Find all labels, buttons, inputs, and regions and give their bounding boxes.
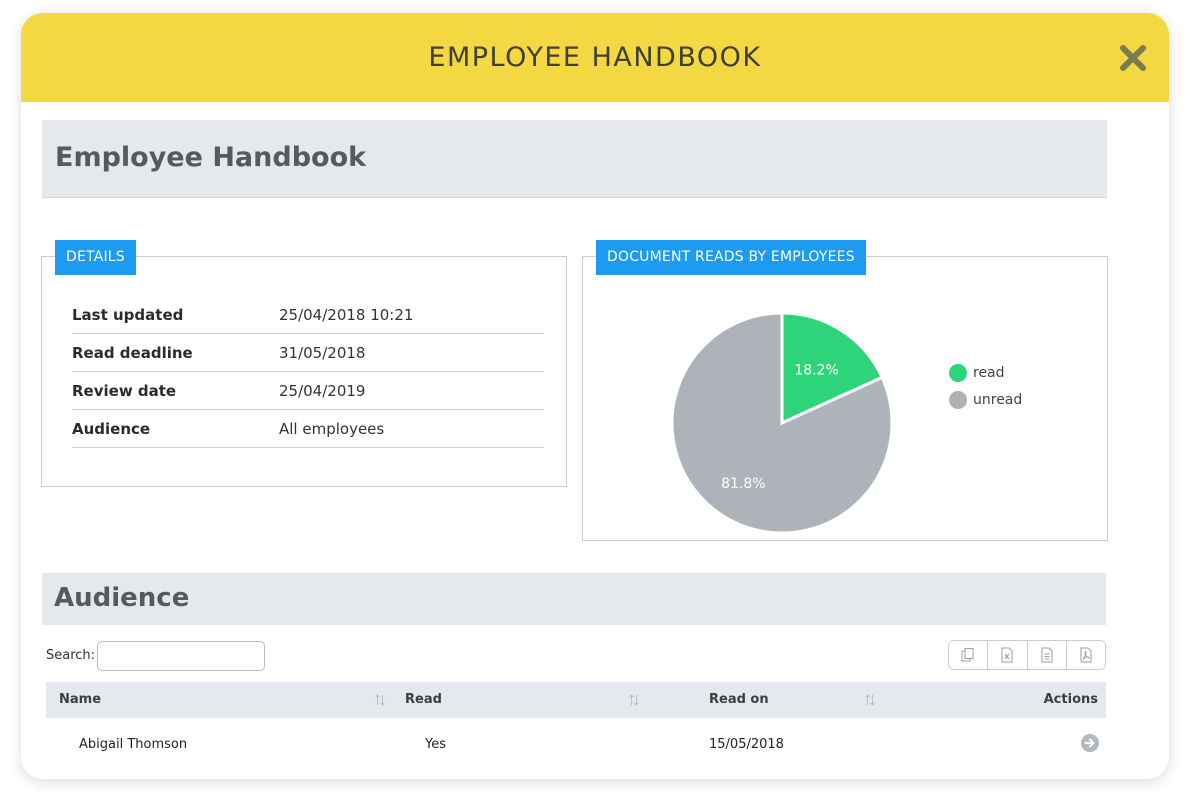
- pie-slice-read[interactable]: [780, 311, 885, 426]
- copy-button[interactable]: [949, 641, 989, 669]
- table-header: Name Read Read on Actions: [46, 682, 1106, 718]
- export-button-group: [948, 640, 1106, 670]
- arrow-right-circle-icon[interactable]: [1081, 734, 1099, 752]
- modal-header: EMPLOYEE HANDBOOK: [21, 13, 1169, 102]
- audience-title: Audience: [54, 583, 190, 613]
- page-title-bar: Employee Handbook: [42, 120, 1107, 198]
- legend-dot-read: [949, 364, 967, 382]
- details-tag: DETAILS: [55, 240, 136, 275]
- pdf-icon: [1080, 647, 1092, 663]
- detail-value: 25/04/2019: [279, 382, 366, 400]
- detail-row-read-deadline: Read deadline 31/05/2018: [72, 334, 544, 372]
- detail-key: Last updated: [72, 306, 184, 324]
- copy-icon: [961, 648, 974, 662]
- pie-chart: 18.2% 81.8%: [670, 311, 894, 535]
- legend-label-unread: unread: [973, 392, 1023, 408]
- detail-key: Review date: [72, 382, 177, 400]
- close-x-icon[interactable]: [1119, 44, 1147, 72]
- detail-row-audience: Audience All employees: [72, 410, 544, 448]
- sort-icon[interactable]: [374, 693, 386, 707]
- cell-name: Abigail Thomson: [79, 737, 188, 752]
- detail-value: 31/05/2018: [279, 344, 366, 362]
- chart-tag: DOCUMENT READS BY EMPLOYEES: [596, 240, 866, 275]
- search-label: Search:: [46, 648, 96, 663]
- column-header-read[interactable]: Read: [405, 692, 442, 707]
- audience-section-title-bar: Audience: [42, 573, 1106, 625]
- detail-value: All employees: [279, 420, 385, 438]
- legend-label-read: read: [973, 365, 1005, 381]
- pie-label-read: 18.2%: [794, 362, 838, 378]
- search-input[interactable]: [97, 641, 265, 671]
- sort-icon[interactable]: [628, 693, 640, 707]
- csv-icon: [1041, 647, 1053, 663]
- cell-read: Yes: [425, 737, 446, 752]
- column-header-name[interactable]: Name: [59, 692, 102, 707]
- detail-row-last-updated: Last updated 25/04/2018 10:21: [72, 296, 544, 334]
- modal-title: EMPLOYEE HANDBOOK: [428, 42, 762, 73]
- column-header-actions: Actions: [1043, 692, 1098, 707]
- pdf-export-button[interactable]: [1066, 641, 1105, 669]
- detail-value: 25/04/2018 10:21: [279, 306, 414, 324]
- pie-slice-unread[interactable]: [670, 311, 894, 535]
- detail-key: Read deadline: [72, 344, 193, 362]
- cell-read-on: 15/05/2018: [709, 737, 784, 752]
- csv-export-button[interactable]: [1027, 641, 1067, 669]
- page-title: Employee Handbook: [55, 142, 367, 173]
- pie-label-unread: 81.8%: [721, 476, 765, 492]
- detail-row-review-date: Review date 25/04/2019: [72, 372, 544, 410]
- legend-dot-unread: [949, 391, 967, 409]
- detail-key: Audience: [72, 420, 151, 438]
- excel-icon: [1001, 647, 1013, 663]
- sort-icon[interactable]: [864, 693, 876, 707]
- excel-export-button[interactable]: [988, 641, 1028, 669]
- column-header-read-on[interactable]: Read on: [709, 692, 769, 707]
